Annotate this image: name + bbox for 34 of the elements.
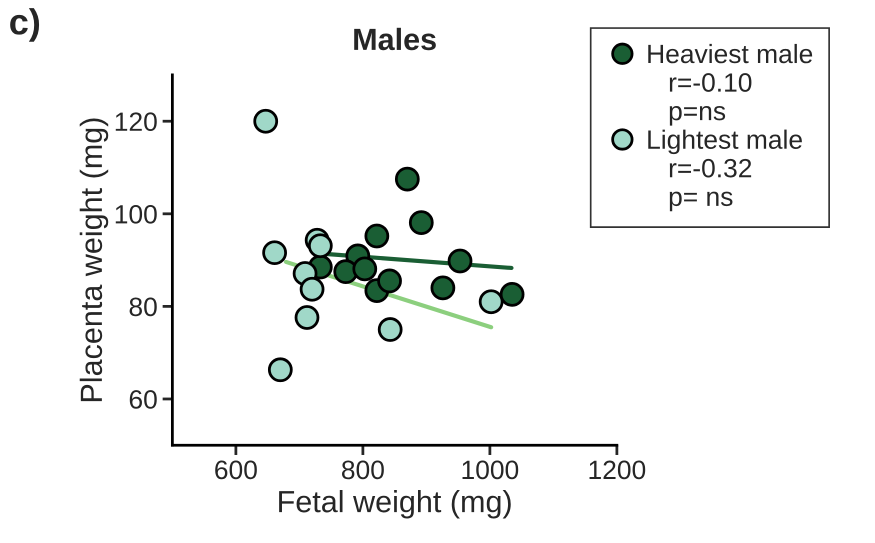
text: c) (10, 8, 40, 42)
text: p=ns (670, 106, 726, 126)
point (448, 248, 472, 274)
text: r=-0.32 (670, 158, 752, 178)
point (308, 233, 333, 258)
point (408, 210, 434, 235)
y-tick-label: 100 (116, 204, 157, 224)
x-tick-label: 1000 (462, 460, 518, 480)
point (478, 289, 504, 314)
text: p= ns (670, 192, 732, 212)
point (430, 276, 456, 300)
point (364, 224, 390, 248)
point (268, 357, 293, 382)
point (352, 256, 378, 282)
x-axis-title: Fetal weight (mg) (279, 490, 511, 518)
point (262, 240, 287, 266)
point (394, 166, 420, 192)
x-tick-label: 600 (215, 460, 257, 480)
legend-label: Heaviest male (648, 44, 812, 64)
y-axis-title: Placenta weight (mg) (80, 118, 108, 402)
y-tick-label: 60 (130, 390, 157, 409)
point (300, 276, 324, 302)
y-tick-label: 80 (130, 298, 157, 316)
x-tick-label: 1200 (590, 460, 646, 480)
x-tick-label: 800 (342, 460, 384, 480)
point (500, 282, 524, 307)
y-tick-label: 120 (116, 112, 157, 132)
text: r=-0.10 (670, 73, 752, 92)
legend-label: Lightest male (648, 130, 802, 154)
point (253, 108, 278, 134)
point (378, 317, 403, 342)
chart-title: Males (354, 28, 436, 50)
point (294, 305, 320, 330)
point (377, 268, 402, 294)
